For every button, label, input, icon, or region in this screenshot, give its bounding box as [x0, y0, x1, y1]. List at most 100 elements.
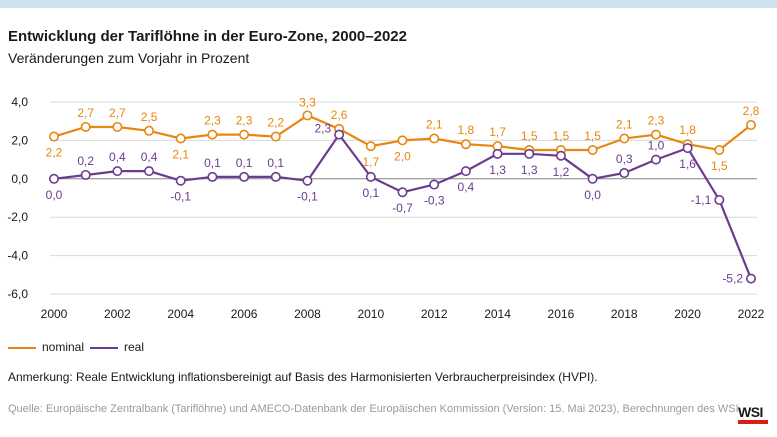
label-nominal-2006: 2,3 — [236, 114, 253, 128]
y-tick-label-1: 2,0 — [11, 133, 28, 147]
label-real-2022: -5,2 — [722, 272, 743, 286]
label-real-2020: 1,6 — [679, 157, 696, 171]
point-nominal-2007 — [270, 131, 281, 142]
label-real-2019: 1,0 — [648, 139, 665, 153]
label-real-2014: 1,3 — [489, 163, 506, 177]
label-real-2016: 1,2 — [553, 165, 570, 179]
label-real-2006: 0,1 — [236, 156, 253, 170]
y-axis-ticks: 4,0 2,0 0,0 -2,0 -4,0 -6,0 — [7, 95, 28, 301]
label-nominal-2007: 2,2 — [267, 116, 284, 130]
grid-lines — [50, 101, 757, 295]
legend-swatch-real — [90, 347, 118, 349]
label-real-2018: 0,3 — [616, 152, 633, 166]
point-real-2021 — [714, 194, 725, 205]
point-nominal-2001 — [80, 121, 91, 132]
y-tick-label-2: 0,0 — [11, 172, 28, 186]
x-tick-label-2006: 2006 — [231, 307, 258, 321]
label-nominal-2018: 2,1 — [616, 117, 633, 131]
label-nominal-2013: 1,8 — [458, 123, 475, 137]
label-nominal-2021: 1,5 — [711, 159, 728, 173]
point-nominal-2017 — [587, 145, 598, 156]
x-tick-label-2020: 2020 — [674, 307, 701, 321]
label-nominal-2000: 2,2 — [46, 146, 63, 160]
point-nominal-2012 — [429, 133, 440, 144]
y-tick-label-0: 4,0 — [11, 95, 28, 109]
chart-source: Quelle: Europäische Zentralbank (Tariflö… — [8, 403, 742, 415]
label-real-2007: 0,1 — [267, 156, 284, 170]
label-nominal-2002: 2,7 — [109, 106, 126, 120]
x-tick-label-2022: 2022 — [738, 307, 765, 321]
point-nominal-2011 — [397, 135, 408, 146]
point-nominal-2000 — [48, 131, 59, 142]
point-real-2005 — [207, 171, 218, 182]
label-nominal-2020: 1,8 — [679, 123, 696, 137]
label-nominal-2015: 1,5 — [521, 129, 538, 143]
point-nominal-2022 — [745, 120, 756, 131]
x-tick-label-2000: 2000 — [41, 307, 68, 321]
point-real-2002 — [112, 166, 123, 177]
label-real-2009: 2,3 — [314, 122, 331, 136]
point-real-2015 — [524, 148, 535, 159]
legend-label-real: real — [124, 340, 145, 354]
point-real-2012 — [429, 179, 440, 190]
y-tick-label-3: -2,0 — [7, 210, 28, 224]
chart-title: Entwicklung der Tariflöhne in der Euro-Z… — [8, 28, 407, 45]
point-real-2001 — [80, 169, 91, 180]
series-points — [48, 110, 756, 284]
label-nominal-2009: 2,6 — [331, 108, 348, 122]
x-tick-label-2008: 2008 — [294, 307, 321, 321]
point-nominal-2004 — [175, 133, 186, 144]
x-tick-label-2002: 2002 — [104, 307, 131, 321]
point-real-2011 — [397, 187, 408, 198]
legend-swatch-nominal — [8, 347, 36, 349]
line-chart: 4,02,00,0-2,0-4,0-6,0 2000 2002 2004 2006 20… — [7, 95, 765, 321]
point-real-2007 — [270, 171, 281, 182]
point-nominal-2005 — [207, 129, 218, 140]
label-nominal-2001: 2,7 — [77, 106, 94, 120]
data-labels: 2,2 2,7 2,7 2,5 2,1 2,3 2,3 2,2 3,3 2,6 1,7 2,0 2,1 1… — [46, 95, 760, 285]
top-accent-bar — [0, 0, 777, 8]
label-real-2003: 0,4 — [141, 150, 158, 164]
label-real-2004: -0,1 — [170, 190, 191, 204]
wsi-logo-bar — [738, 420, 768, 424]
x-tick-label-2010: 2010 — [357, 307, 384, 321]
x-axis-ticks: 2000 2002 2004 2006 2008 2010 2012 2014 2016 2018… — [41, 307, 765, 321]
label-real-2013: 0,4 — [458, 180, 475, 194]
chart-note: Anmerkung: Reale Entwicklung inflationsb… — [8, 370, 598, 384]
label-real-2008: -0,1 — [297, 190, 318, 204]
label-real-2012: -0,3 — [424, 194, 445, 208]
point-real-2020 — [682, 143, 693, 154]
x-tick-label-2012: 2012 — [421, 307, 448, 321]
x-tick-label-2014: 2014 — [484, 307, 511, 321]
point-nominal-2003 — [144, 125, 155, 136]
point-nominal-2018 — [619, 133, 630, 144]
label-real-2010: 0,1 — [362, 186, 379, 200]
label-nominal-2005: 2,3 — [204, 114, 221, 128]
point-real-2008 — [302, 175, 313, 186]
point-real-2019 — [650, 154, 661, 165]
y-tick-label-4: -4,0 — [7, 249, 28, 263]
point-real-2018 — [619, 168, 630, 179]
point-real-2017 — [587, 173, 598, 184]
label-nominal-2017: 1,5 — [584, 129, 601, 143]
label-real-2000: 0,0 — [46, 188, 63, 202]
point-real-2014 — [492, 148, 503, 159]
label-real-2002: 0,4 — [109, 150, 126, 164]
label-nominal-2012: 2,1 — [426, 117, 443, 131]
point-nominal-2021 — [714, 145, 725, 156]
point-real-2013 — [460, 166, 471, 177]
label-real-2017: 0,0 — [584, 188, 601, 202]
wsi-logo: WSI — [738, 404, 768, 424]
point-real-2003 — [144, 166, 155, 177]
y-tick-label-5: -6,0 — [7, 287, 28, 301]
point-nominal-2019 — [650, 129, 661, 140]
point-nominal-2013 — [460, 139, 471, 150]
label-nominal-2014: 1,7 — [489, 125, 506, 139]
point-nominal-2002 — [112, 121, 123, 132]
point-nominal-2008 — [302, 110, 313, 121]
x-tick-label-2016: 2016 — [548, 307, 575, 321]
label-real-2015: 1,3 — [521, 163, 538, 177]
point-real-2016 — [555, 150, 566, 161]
wsi-logo-text: WSI — [738, 404, 763, 420]
label-nominal-2004: 2,1 — [172, 147, 189, 161]
